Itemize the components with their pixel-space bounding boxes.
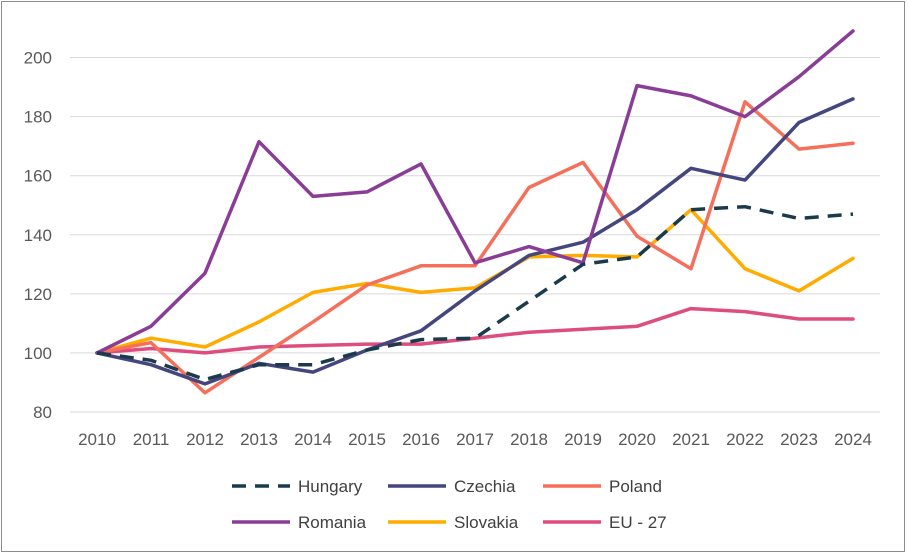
x-tick-label: 2020 bbox=[618, 430, 656, 449]
series-line-slovakia bbox=[95, 207, 855, 355]
series-line-poland bbox=[95, 100, 855, 395]
x-tick-label: 2013 bbox=[240, 430, 278, 449]
x-tick-label: 2019 bbox=[564, 430, 602, 449]
series-line-czechia bbox=[95, 97, 855, 386]
x-tick-label: 2018 bbox=[510, 430, 548, 449]
y-axis-tick-labels: 80 100 120 140 160 180 200 bbox=[24, 49, 52, 422]
x-tick-label: 2012 bbox=[186, 430, 224, 449]
legend: Hungary Czechia Poland Romania Slovakia EU - … bbox=[232, 477, 667, 532]
x-tick-label: 2011 bbox=[133, 430, 170, 449]
series-line-romania bbox=[95, 29, 855, 355]
x-tick-label: 2022 bbox=[726, 430, 764, 449]
x-tick-label: 2024 bbox=[834, 430, 872, 449]
x-axis-tick-labels: 2010 2011 2012 2013 2014 2015 2016 2017 2018 2019… bbox=[78, 430, 872, 449]
x-tick-label: 2017 bbox=[456, 430, 494, 449]
legend-label-slovakia: Slovakia bbox=[454, 513, 519, 532]
legend-label-romania: Romania bbox=[298, 513, 367, 532]
y-tick-label: 180 bbox=[24, 108, 52, 127]
y-tick-label: 200 bbox=[24, 49, 52, 68]
series-line-eu-27 bbox=[95, 306, 855, 355]
gridlines bbox=[70, 57, 880, 413]
x-tick-label: 2016 bbox=[402, 430, 440, 449]
x-tick-label: 2014 bbox=[294, 430, 332, 449]
y-tick-label: 100 bbox=[24, 344, 52, 363]
y-tick-label: 140 bbox=[24, 226, 52, 245]
series-line-hungary bbox=[96, 204, 854, 382]
y-tick-label: 80 bbox=[33, 403, 52, 422]
y-tick-label: 160 bbox=[24, 167, 52, 186]
y-tick-label: 120 bbox=[24, 285, 52, 304]
legend-label-hungary: Hungary bbox=[298, 477, 363, 496]
legend-label-czechia: Czechia bbox=[454, 477, 516, 496]
x-tick-label: 2023 bbox=[780, 430, 818, 449]
series-lines bbox=[95, 29, 855, 395]
legend-label-eu-27: EU - 27 bbox=[609, 513, 667, 532]
legend-label-poland: Poland bbox=[609, 477, 662, 496]
x-tick-label: 2010 bbox=[78, 430, 116, 449]
x-tick-label: 2021 bbox=[672, 430, 710, 449]
x-tick-label: 2015 bbox=[348, 430, 386, 449]
